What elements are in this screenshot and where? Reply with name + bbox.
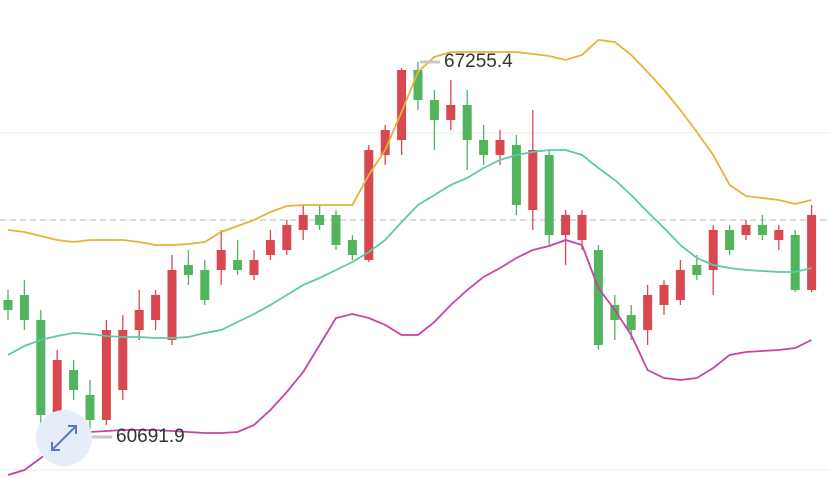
candle-body (807, 214, 817, 290)
zoom-icon-arrows[interactable] (51, 425, 77, 451)
candle-body (298, 214, 308, 230)
candle-body (200, 270, 210, 300)
candle-body (52, 360, 62, 415)
candle-body (528, 150, 538, 210)
candle-body (101, 330, 111, 420)
candle-body (3, 300, 13, 310)
candle-body (479, 140, 489, 155)
candle-body (462, 104, 472, 140)
candle-body (315, 214, 325, 225)
candle-body (282, 224, 292, 250)
candle-body (446, 104, 456, 120)
candle-body (331, 214, 341, 245)
candle-body (380, 130, 390, 155)
candle-body (36, 320, 46, 415)
candle-body (85, 394, 95, 420)
candle-body (577, 214, 587, 240)
zoom-icon[interactable] (36, 410, 92, 466)
candle-body (413, 70, 423, 100)
candle-body (216, 250, 226, 270)
candle-body (249, 260, 259, 275)
candle-body (19, 294, 29, 320)
candle-body (643, 294, 653, 330)
candle-body (659, 284, 669, 305)
candle-body (790, 234, 800, 290)
candle-body (725, 230, 735, 250)
candle-body (429, 100, 439, 120)
candle-body (544, 154, 554, 235)
candle-body (593, 250, 603, 345)
candle-body (364, 150, 374, 260)
candle-body (495, 140, 505, 155)
candle-body (757, 224, 767, 235)
candle-body (118, 330, 128, 390)
candle-body (233, 260, 243, 270)
candle-body (511, 144, 521, 205)
candle-body (167, 270, 177, 340)
candle-body (347, 240, 357, 255)
candle-body (561, 214, 571, 235)
band-line (7, 149, 812, 356)
candle-body (151, 294, 161, 320)
candle-body (692, 264, 702, 275)
candle-body (626, 314, 636, 330)
candle-body (183, 264, 193, 275)
candle-body (774, 230, 784, 240)
candle-body (708, 230, 718, 270)
candle-body (675, 270, 685, 300)
candle-body (265, 240, 275, 255)
candle-body (741, 224, 751, 235)
annotation-label: 67255.4 (444, 51, 513, 72)
band-line (7, 39, 812, 246)
candle-body (397, 70, 407, 140)
band-line (7, 239, 812, 476)
candle-body (134, 310, 144, 330)
candle-body (610, 304, 620, 320)
candle-body (69, 370, 79, 390)
annotation-label: 60691.9 (116, 426, 185, 447)
